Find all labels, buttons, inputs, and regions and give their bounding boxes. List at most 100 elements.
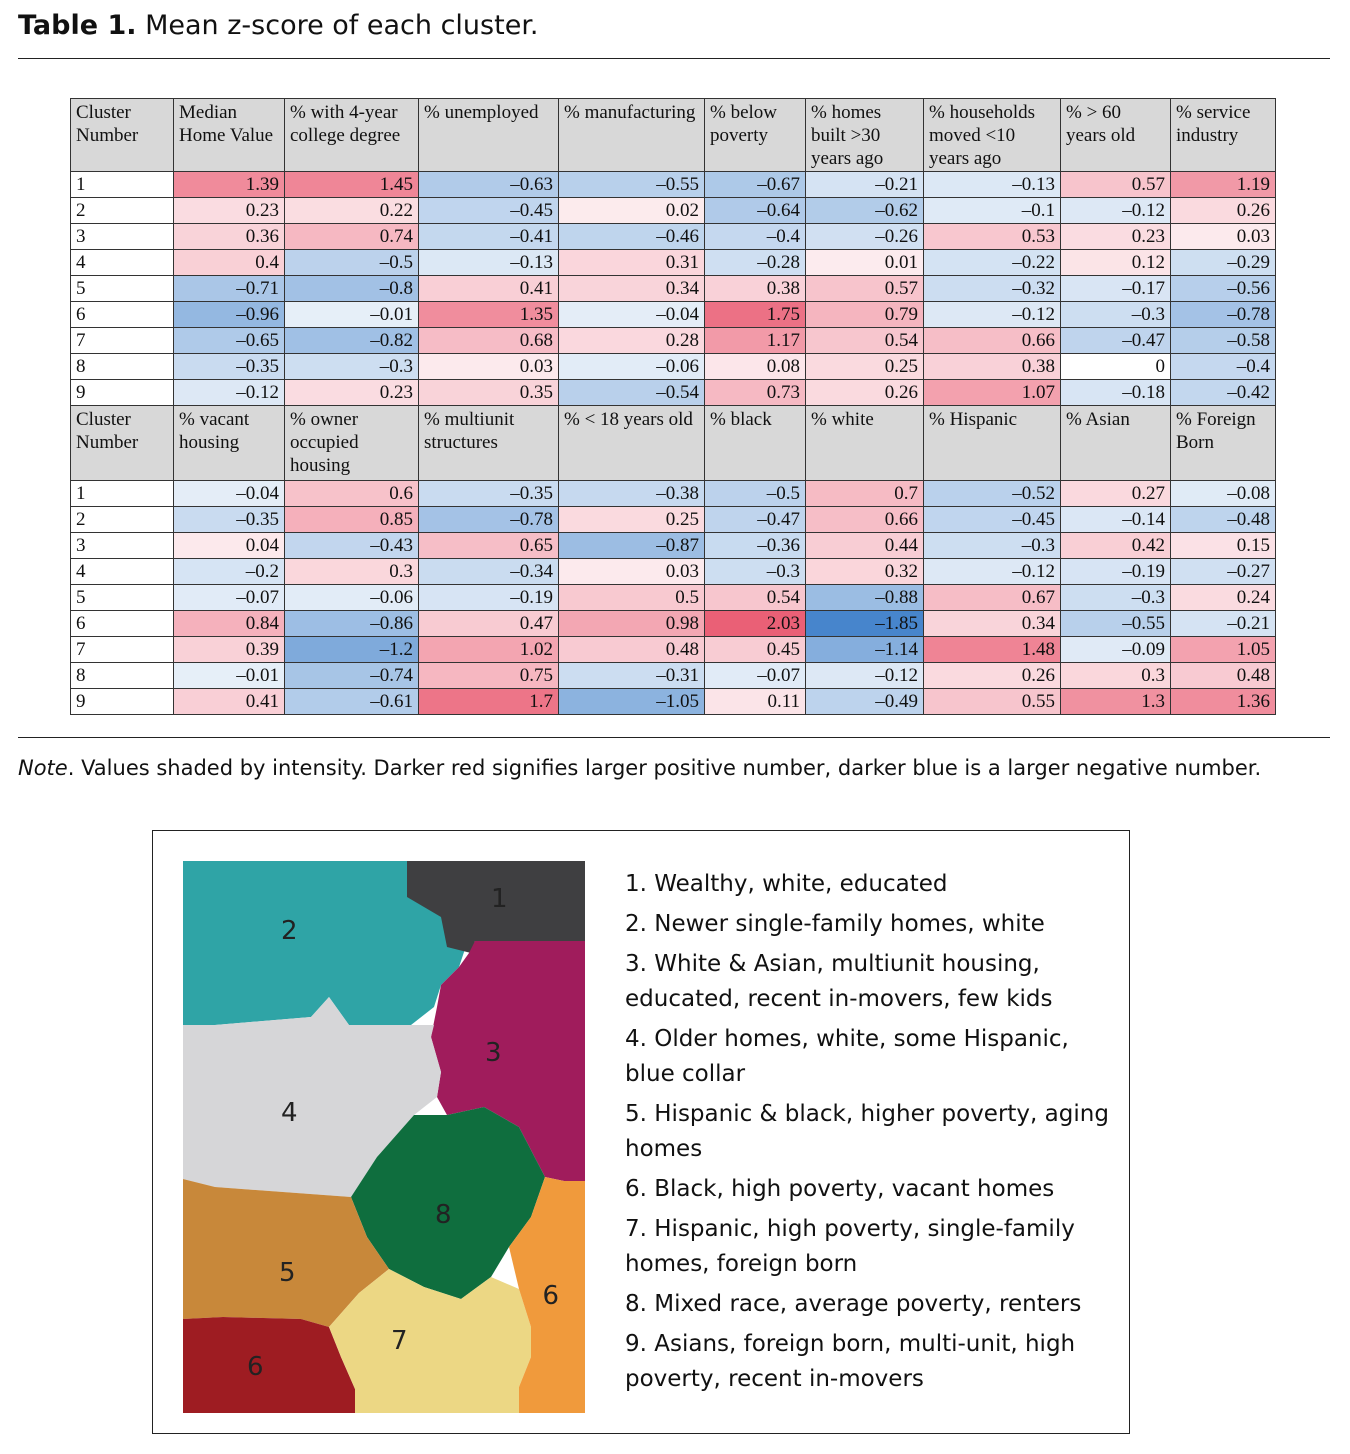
column-header: % multiunit structures — [418, 405, 559, 481]
cluster-number-cell: 7 — [70, 327, 174, 354]
z-score-cell: –1.14 — [805, 636, 924, 663]
z-score-cell: –0.26 — [805, 223, 924, 250]
z-score-cell: –0.96 — [173, 301, 285, 328]
z-score-cell: –1.05 — [558, 688, 705, 715]
z-score-cell: 0.66 — [923, 327, 1061, 354]
z-score-cell: –0.07 — [704, 662, 806, 689]
column-header: % service industry — [1170, 98, 1276, 172]
cluster-number-cell: 4 — [70, 249, 174, 276]
z-score-cell: 0.36 — [173, 223, 285, 250]
z-score-cell: –0.07 — [173, 584, 285, 611]
z-score-cell: –0.06 — [284, 584, 419, 611]
z-score-cell: 0.45 — [704, 636, 806, 663]
z-score-cell: –0.5 — [704, 480, 806, 507]
z-score-cell: –0.12 — [923, 301, 1061, 328]
z-score-cell: –0.29 — [1170, 249, 1276, 276]
z-score-cell: –1.2 — [284, 636, 419, 663]
legend-item-1: 1. Wealthy, white, educated — [625, 871, 948, 897]
table-label: Table 1. — [18, 10, 137, 41]
z-score-cell: –0.2 — [173, 558, 285, 585]
z-score-cell: –0.52 — [923, 480, 1061, 507]
z-score-cell: –0.3 — [704, 558, 806, 585]
legend-item-7: 7. Hispanic, high poverty, single-family… — [625, 1216, 1075, 1277]
z-score-cell: 0.08 — [704, 353, 806, 380]
column-header: % homes built >30 years ago — [805, 98, 924, 172]
z-score-cell: 0.26 — [1170, 197, 1276, 224]
cluster-number-cell: 9 — [70, 379, 174, 406]
z-score-cell: 0.68 — [418, 327, 559, 354]
z-score-cell: 0.47 — [418, 610, 559, 637]
z-score-cell: –1.85 — [805, 610, 924, 637]
cluster-figure: 1 2 3 4 5 6 7 8 9 1. Wealthy, white, edu… — [152, 830, 1130, 1434]
cluster-number-cell: 2 — [70, 506, 174, 533]
z-score-cell: 1.36 — [1170, 688, 1276, 715]
z-score-cell: 0.12 — [1060, 249, 1171, 276]
z-score-cell: –0.01 — [284, 301, 419, 328]
z-score-cell: –0.71 — [173, 275, 285, 302]
z-score-cell: –0.12 — [173, 379, 285, 406]
z-score-cell: –0.38 — [558, 480, 705, 507]
z-score-cell: –0.12 — [805, 662, 924, 689]
z-score-cell: –0.88 — [805, 584, 924, 611]
z-score-cell: 1.3 — [1060, 688, 1171, 715]
z-score-cell: 0.23 — [284, 379, 419, 406]
map-label-2: 2 — [281, 916, 298, 946]
table-row: 8 –0.01 –0.74 0.75 –0.31 –0.07 –0.12 0.26 0.3 0.4… — [70, 662, 1276, 689]
z-score-cell: 0.28 — [558, 327, 705, 354]
table-row: 8 –0.35 –0.3 0.03 –0.06 0.08 0.25 0.38 0 –0.4 — [70, 353, 1276, 380]
table-row: 7 0.39 –1.2 1.02 0.48 0.45 –1.14 1.48 –0.09 1.05 — [70, 636, 1276, 663]
cluster-number-cell: 9 — [70, 688, 174, 715]
z-score-cell: –0.55 — [558, 171, 705, 198]
table-row: 5 –0.71 –0.8 0.41 0.34 0.38 0.57 –0.32 –0.17 –0.5… — [70, 275, 1276, 302]
z-score-cell: 0.75 — [418, 662, 559, 689]
column-header: % vacant housing — [173, 405, 285, 481]
z-score-cell: 1.75 — [704, 301, 806, 328]
z-score-cell: –0.3 — [1060, 584, 1171, 611]
table-row: 1 1.39 1.45 –0.63 –0.55 –0.67 –0.21 –0.13 0.57 1.… — [70, 171, 1276, 198]
legend-item-6: 6. Black, high poverty, vacant homes — [625, 1176, 1055, 1202]
z-score-cell: –0.27 — [1170, 558, 1276, 585]
z-score-cell: 1.05 — [1170, 636, 1276, 663]
legend-item-3: 3. White & Asian, multiunit housing, edu… — [625, 951, 1053, 1012]
header-row: Cluster Number% vacant housing% owner oc… — [70, 405, 1276, 481]
cluster-number-cell: 4 — [70, 558, 174, 585]
z-score-cell: 0.27 — [1060, 480, 1171, 507]
column-header: % manufacturing — [558, 98, 705, 172]
cluster-region-1 — [407, 861, 585, 953]
z-score-cell: 0.79 — [805, 301, 924, 328]
z-score-cell: 0.03 — [418, 353, 559, 380]
z-score-cell: –0.58 — [1170, 327, 1276, 354]
z-score-cell: –0.19 — [418, 584, 559, 611]
z-score-cell: 0.3 — [284, 558, 419, 585]
z-score-cell: –0.04 — [558, 301, 705, 328]
z-score-cell: –0.64 — [704, 197, 806, 224]
z-score-cell: –0.82 — [284, 327, 419, 354]
z-score-cell: 0.34 — [558, 275, 705, 302]
map-label-7: 7 — [391, 1326, 408, 1356]
z-score-cell: –0.06 — [558, 353, 705, 380]
z-score-cell: –0.32 — [923, 275, 1061, 302]
z-score-cell: –0.78 — [1170, 301, 1276, 328]
z-score-cell: 0.24 — [1170, 584, 1276, 611]
cluster-region-4 — [183, 997, 441, 1197]
bottom-rule — [18, 737, 1330, 738]
legend-item-5: 5. Hispanic & black, higher poverty, agi… — [625, 1101, 1109, 1162]
z-score-cell: 1.07 — [923, 379, 1061, 406]
legend-item-2: 2. Newer single-family homes, white — [625, 911, 1045, 937]
z-score-cell: –0.8 — [284, 275, 419, 302]
z-score-cell: –0.67 — [704, 171, 806, 198]
z-score-cell: 0.25 — [805, 353, 924, 380]
z-score-cell: 0.32 — [805, 558, 924, 585]
column-header: Cluster Number — [70, 405, 174, 481]
z-score-cell: –0.08 — [1170, 480, 1276, 507]
table-row: 3 0.36 0.74 –0.41 –0.46 –0.4 –0.26 0.53 0.23 0.03 — [70, 223, 1276, 250]
z-score-cell: 0.01 — [805, 249, 924, 276]
map-label-8: 8 — [435, 1200, 452, 1230]
z-score-cell: 0.26 — [923, 662, 1061, 689]
cluster-number-cell: 1 — [70, 480, 174, 507]
cluster-region-9 — [509, 1177, 585, 1413]
z-score-cell: 0.11 — [704, 688, 806, 715]
map-label-6: 6 — [247, 1352, 264, 1382]
map-label-5: 5 — [279, 1258, 296, 1288]
z-score-cell: 0.23 — [1060, 223, 1171, 250]
